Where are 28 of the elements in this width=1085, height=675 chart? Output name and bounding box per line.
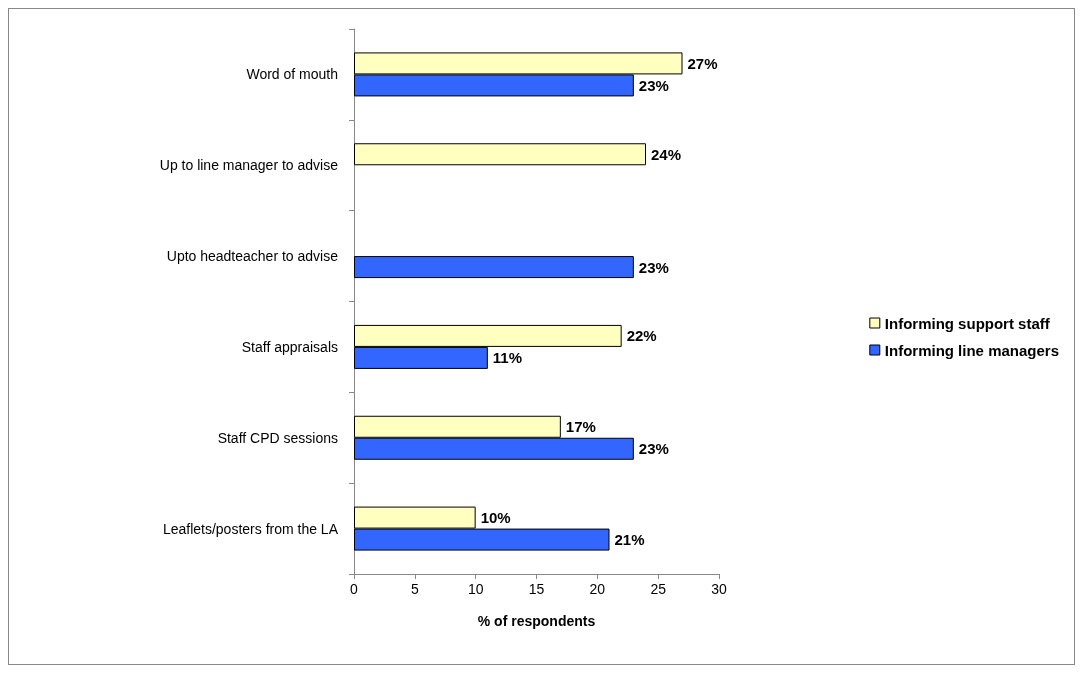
x-axis-title: % of respondents bbox=[477, 613, 596, 629]
data-label: 23% bbox=[638, 76, 669, 94]
x-tick-label: 0 bbox=[350, 581, 359, 597]
data-label: 10% bbox=[480, 509, 511, 527]
data-label: 21% bbox=[614, 531, 645, 549]
x-tick-label: 25 bbox=[650, 581, 667, 597]
data-label: 11% bbox=[492, 349, 523, 367]
y-tick-label: Upto headteacher to advise bbox=[166, 248, 339, 265]
x-tick-label: 30 bbox=[711, 581, 727, 597]
bar bbox=[354, 143, 646, 166]
bar bbox=[354, 256, 634, 279]
x-tick-label: 10 bbox=[467, 581, 484, 597]
x-tick-label: 15 bbox=[528, 581, 545, 597]
legend-label: Informing line managers bbox=[884, 341, 1059, 359]
y-tick-label: Word of mouth bbox=[246, 66, 338, 83]
y-tick-label: Up to line manager to advise bbox=[159, 157, 339, 174]
x-tick-label: 5 bbox=[410, 581, 419, 597]
y-tick-label: Staff CPD sessions bbox=[217, 429, 338, 446]
data-label: 23% bbox=[638, 258, 669, 276]
data-label: 24% bbox=[651, 145, 682, 163]
data-label: 22% bbox=[626, 327, 657, 345]
data-label: 23% bbox=[638, 440, 669, 458]
x-tick-label: 20 bbox=[589, 581, 606, 597]
y-tick-label: Leaflets/posters from the LA bbox=[162, 520, 339, 537]
data-label: 17% bbox=[565, 418, 596, 436]
legend-label: Informing support staff bbox=[884, 314, 1051, 332]
data-label: 27% bbox=[687, 54, 718, 72]
y-tick-label: Staff appraisals bbox=[241, 338, 338, 355]
